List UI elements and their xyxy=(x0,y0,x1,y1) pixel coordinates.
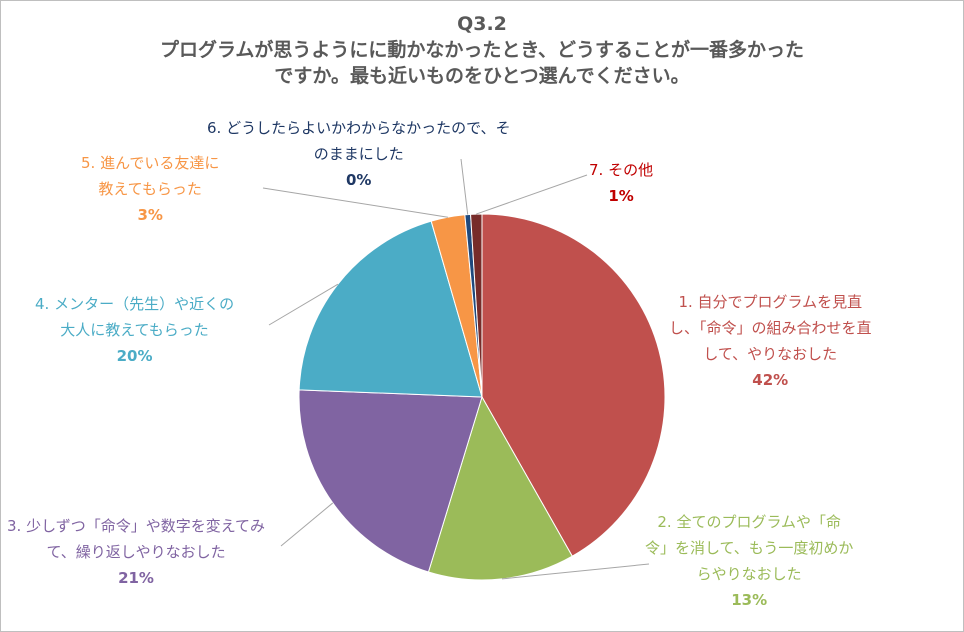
slice-value-1: 42% xyxy=(752,371,789,389)
leader-line-7 xyxy=(476,174,588,215)
slice-label-4-line-1: 4. メンター（先生）や近くの xyxy=(35,295,235,313)
slice-label-6-line-1: 6. どうしたらよいかわからなかったので、そ xyxy=(207,119,511,137)
leader-line-2 xyxy=(501,563,650,580)
pie-slice-2 xyxy=(427,395,573,581)
chart-title-line-3: ですか。最も近いものをひとつ選んでください。 xyxy=(274,65,690,87)
slice-label-1-line-3: して、やりなおした xyxy=(703,345,838,363)
slice-label-2-line-2: 令」を消して、もう一度初めか xyxy=(645,539,854,557)
leader-line-4 xyxy=(268,283,339,326)
slice-label-5: 5. 進んでいる友達に 教えてもらった 3% xyxy=(81,150,219,228)
pie-slice-1 xyxy=(481,213,666,557)
slice-label-7-line-1: 7. その他 xyxy=(589,161,654,179)
slice-label-6: 6. どうしたらよいかわからなかったので、そ のままにした 0% xyxy=(207,115,510,193)
chart-title-line-1: Q3.2 xyxy=(457,13,507,35)
slice-label-1-line-2: し、「命令」の組み合わせを直 xyxy=(669,319,872,337)
slice-label-3-line-1: 3. 少しずつ「命令」や数字を変えてみ xyxy=(7,517,266,535)
slice-label-1-line-1: 1. 自分でプログラムを見直 xyxy=(678,293,863,311)
slice-value-2: 13% xyxy=(731,591,768,609)
slice-label-5-line-2: 教えてもらった xyxy=(98,180,202,198)
leader-line-3 xyxy=(280,502,334,547)
slice-label-4-line-2: 大人に教えてもらった xyxy=(60,321,209,339)
pie-slice-3 xyxy=(298,389,483,573)
slice-label-3: 3. 少しずつ「命令」や数字を変えてみ て、繰り返しやりなおした 21% xyxy=(7,513,265,591)
slice-label-2: 2. 全てのプログラムや「命 令」を消して、もう一度初めか らやりなおした 13… xyxy=(645,509,853,613)
slice-label-3-line-2: て、繰り返しやりなおした xyxy=(46,543,226,561)
slice-label-5-line-1: 5. 進んでいる友達に xyxy=(81,154,220,172)
leader-line-5 xyxy=(262,187,448,218)
slice-label-7: 7. その他 1% xyxy=(589,157,653,209)
slice-value-4: 20% xyxy=(116,347,153,365)
pie-slice-7 xyxy=(470,213,483,398)
slice-label-6-line-2: のままにした xyxy=(313,145,404,163)
slice-label-2-line-3: らやりなおした xyxy=(696,565,802,583)
slice-label-4: 4. メンター（先生）や近くの 大人に教えてもらった 20% xyxy=(35,291,234,369)
slice-label-1: 1. 自分でプログラムを見直 し、「命令」の組み合わせを直 して、やりなおした … xyxy=(669,289,872,393)
slice-value-3: 21% xyxy=(118,569,154,587)
leader-line-6 xyxy=(460,158,469,215)
slice-label-2-line-1: 2. 全てのプログラムや「命 xyxy=(657,513,841,531)
pie-slice-4 xyxy=(298,220,483,398)
slice-value-7: 1% xyxy=(608,187,634,205)
slice-value-6: 0% xyxy=(346,171,372,189)
chart-title: Q3.2 プログラムが思うようにに動かなかったとき、どうすることが一番多かった … xyxy=(1,11,963,89)
slice-value-5: 3% xyxy=(137,206,163,224)
chart-title-line-2: プログラムが思うようにに動かなかったとき、どうすることが一番多かった xyxy=(159,39,805,61)
